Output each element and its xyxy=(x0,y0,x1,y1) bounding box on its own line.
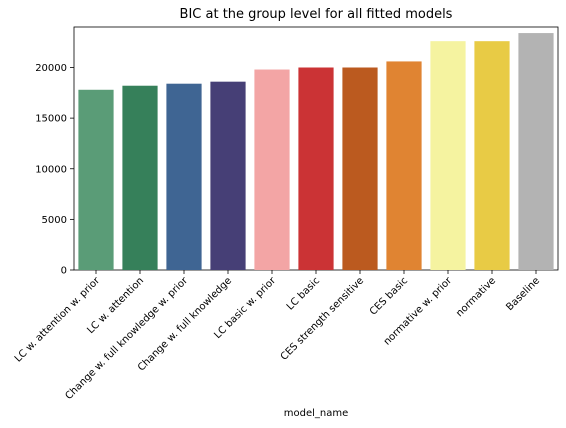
bar-7 xyxy=(342,67,378,270)
y-tick-label: 20000 xyxy=(35,63,67,74)
chart-title: BIC at the group level for all fitted mo… xyxy=(180,7,453,22)
bar-1 xyxy=(78,89,114,271)
x-tick-label: CES basic xyxy=(368,275,410,317)
y-tick-label: 0 xyxy=(61,266,67,277)
y-tick-label: 10000 xyxy=(35,164,67,175)
bar-4 xyxy=(210,81,246,270)
bar-9 xyxy=(430,41,466,270)
bars xyxy=(78,33,554,271)
bar-10 xyxy=(474,41,510,270)
y-tick-label: 5000 xyxy=(42,215,67,226)
x-tick-label: Baseline xyxy=(504,275,542,313)
x-axis-label: model_name xyxy=(284,408,349,419)
x-tick-label: normative xyxy=(454,275,498,319)
x-tick-label: CES strength sensitive xyxy=(279,275,366,362)
bar-5 xyxy=(254,69,290,271)
bar-2 xyxy=(122,85,158,270)
y-axis: 0 5000 10000 15000 20000 xyxy=(35,63,74,277)
x-tick-label: LC w. attention w. prior xyxy=(13,275,103,365)
bar-6 xyxy=(298,67,334,270)
x-tick-label: Change w. full knowledge xyxy=(136,275,234,373)
bar-11 xyxy=(518,33,554,271)
bar-8 xyxy=(386,61,422,270)
x-tick-label: LC basic xyxy=(285,275,322,312)
bar-3 xyxy=(166,83,202,270)
y-tick-label: 15000 xyxy=(35,114,67,125)
